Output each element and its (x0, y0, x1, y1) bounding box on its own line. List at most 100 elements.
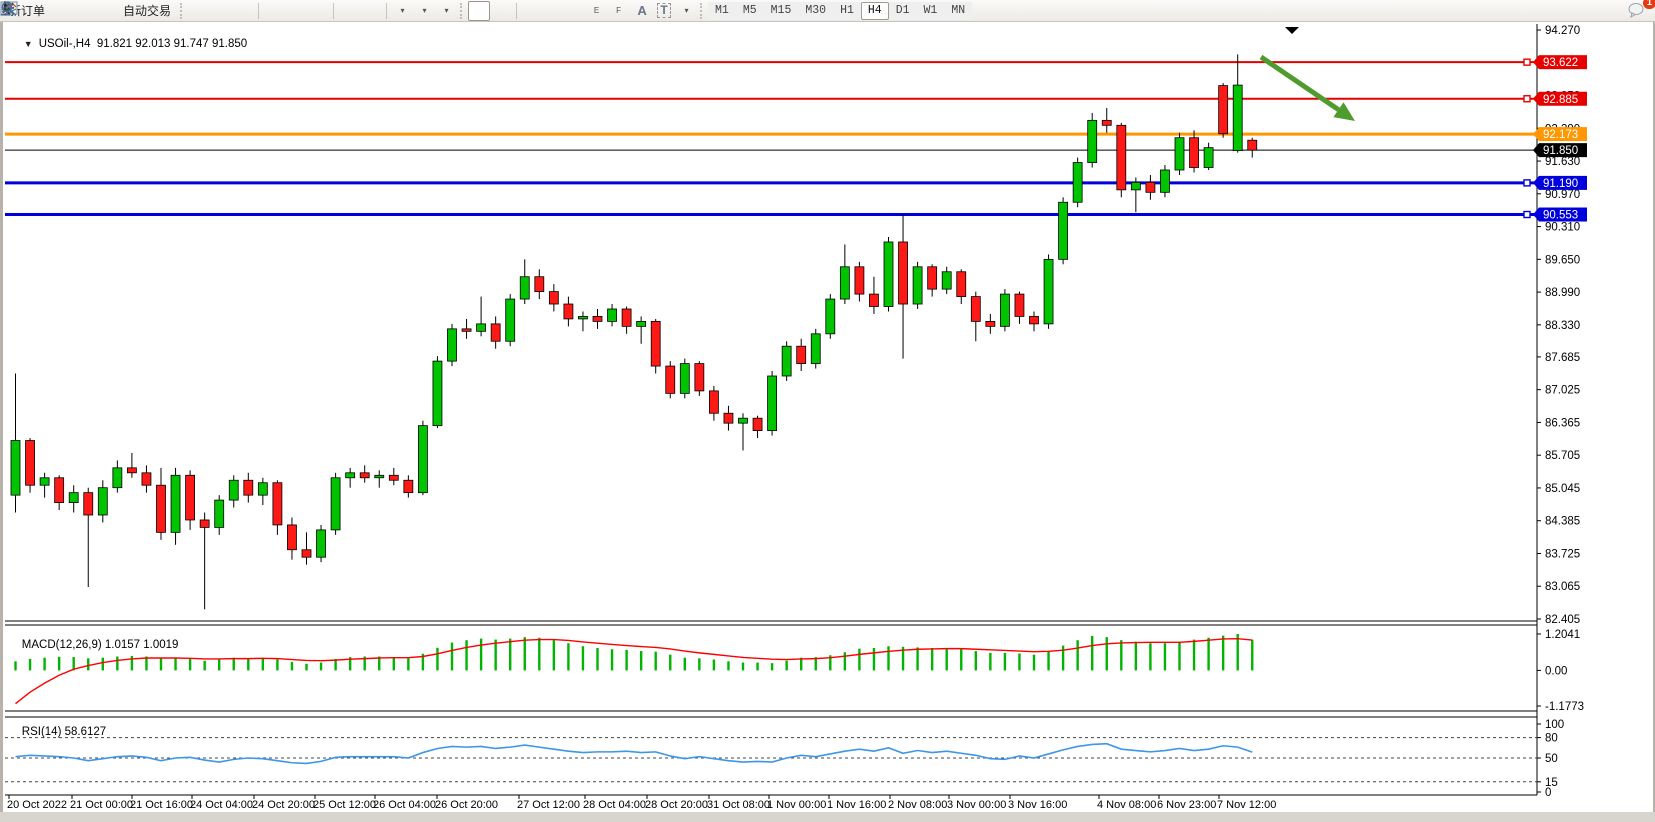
candlestick-chart-button[interactable] (2, 1, 232, 21)
price-badge-arrow (1533, 175, 1539, 190)
candle-body (39, 477, 50, 486)
text-button[interactable]: A (631, 1, 653, 21)
candle-body (1029, 316, 1039, 325)
tile-windows-button[interactable] (2, 1, 329, 21)
candle-body (447, 328, 457, 362)
candle-body (621, 308, 632, 327)
candle-body (1189, 137, 1199, 168)
annotations (1259, 27, 1355, 121)
candle-body (970, 296, 981, 322)
price-tick-label: 91.630 (1545, 156, 1580, 168)
new-order-label: 新订单 (9, 4, 46, 18)
trendline-button[interactable] (2, 1, 587, 21)
chart-ohlc-overlay: ▼ USOil-,H4 91.821 92.013 91.747 91.850 (11, 26, 247, 62)
text-label-button[interactable]: T (653, 1, 675, 21)
price-badge (1539, 55, 1587, 70)
candle-body (461, 328, 472, 332)
zoom-in-button[interactable] (1, 1, 285, 21)
templates-button[interactable]: ▾ (0, 1, 457, 21)
price-tick-label: 86.365 (1545, 417, 1580, 429)
chat-button[interactable] (1627, 1, 1649, 21)
arrows-tool-button[interactable]: ▾ (4, 1, 697, 21)
timeframe-H4[interactable]: H4 (860, 1, 889, 20)
candle-body (607, 308, 617, 322)
line-chart-button[interactable] (1, 1, 254, 21)
candles (10, 54, 1258, 610)
candle-body (54, 477, 65, 503)
time-tick-label: 24 Oct 04:00 (190, 799, 253, 811)
chart-shift-button[interactable] (1, 1, 382, 21)
fibo-glyph: F (616, 6, 621, 15)
candle-body (68, 492, 79, 503)
timeframe-M1[interactable]: M1 (708, 1, 736, 20)
level-line-handle (1523, 58, 1531, 66)
equidistant-channel-button[interactable]: E (1, 1, 609, 21)
timeframe-M15[interactable]: M15 (763, 1, 799, 20)
new-order-button[interactable]: 新订单 (3, 1, 51, 21)
price-badge (1539, 127, 1587, 142)
price-tick-label: 89.650 (1545, 254, 1580, 266)
collapse-panel-icon[interactable]: ▼ (23, 39, 33, 49)
search-button[interactable] (1, 1, 1619, 21)
time-tick-label: 28 Oct 04:00 (583, 799, 646, 811)
candle-body (839, 266, 850, 300)
timeframe-MN[interactable]: MN (944, 1, 973, 20)
fibonacci-button[interactable]: F (2, 1, 631, 21)
vertical-line-button[interactable] (7, 1, 543, 21)
candle-body (1116, 124, 1127, 191)
dropdown-caret-icon: ▾ (422, 6, 427, 15)
indicators-button[interactable]: ▾ (1, 1, 413, 21)
candle-body (199, 519, 210, 528)
candle-body (854, 266, 865, 295)
timeframe-D1[interactable]: D1 (888, 1, 917, 20)
chart-ohlc-values: 91.821 92.013 91.747 91.850 (96, 38, 248, 50)
price-tick-label: 83.725 (1545, 548, 1580, 560)
candle-body (883, 241, 894, 307)
time-tick-label: 2 Nov 08:00 (888, 799, 947, 811)
rsi-name: RSI(14) (21, 726, 62, 738)
virtual-hosting-button[interactable] (0, 1, 95, 21)
price-badge-label: 92.885 (1543, 94, 1578, 106)
timeframe-M5[interactable]: M5 (735, 1, 764, 20)
candle-body (10, 440, 21, 496)
macd-signal-line (15, 637, 1253, 705)
time-tick-label: 7 Nov 12:00 (1217, 799, 1276, 811)
candle-body (1130, 182, 1141, 191)
auto-scroll-button[interactable] (1, 1, 360, 21)
timeframe-W1[interactable]: W1 (916, 1, 945, 20)
toolbar-separator (516, 2, 518, 19)
candle-body (592, 316, 603, 322)
chart-canvas[interactable]: 94.27093.61092.95092.29091.63090.97090.3… (3, 22, 1653, 812)
timeframe-H1[interactable]: H1 (833, 1, 861, 20)
cursor-button[interactable] (4, 0, 491, 21)
candle-body (825, 298, 836, 335)
rsi-tick-label: 100 (1545, 719, 1564, 731)
candle-body (83, 492, 94, 516)
candle-body (1160, 169, 1170, 193)
price-tick-label: 82.405 (1545, 614, 1580, 626)
market-package-button[interactable] (1, 1, 73, 21)
auto-trading-button[interactable]: 自动交易 (1, 1, 177, 21)
signals-button[interactable] (1, 1, 117, 21)
candle-body (1014, 293, 1025, 317)
candle-body (679, 363, 690, 394)
price-badge (1539, 175, 1587, 190)
candle-body (214, 499, 225, 528)
price-tick-label: 94.270 (1545, 25, 1580, 37)
timeframe-M30[interactable]: M30 (798, 1, 834, 20)
candle-body (345, 472, 356, 479)
candle-body (432, 360, 443, 427)
trend-arrow-head (1333, 102, 1355, 121)
price-tick-label: 88.990 (1545, 287, 1580, 299)
price-tick-label: 87.685 (1545, 352, 1580, 364)
candle-body (781, 345, 792, 377)
crosshair-button[interactable] (2, 1, 512, 21)
candle-body (810, 333, 821, 364)
horizontal-line-button[interactable] (2, 1, 565, 21)
periods-button[interactable]: ▾ (1, 1, 435, 21)
toolbar-grip (460, 2, 465, 19)
candle-body (738, 417, 748, 424)
zoom-out-button[interactable] (1, 1, 307, 21)
candle-body (388, 474, 399, 481)
bar-chart-button[interactable] (2, 1, 210, 21)
